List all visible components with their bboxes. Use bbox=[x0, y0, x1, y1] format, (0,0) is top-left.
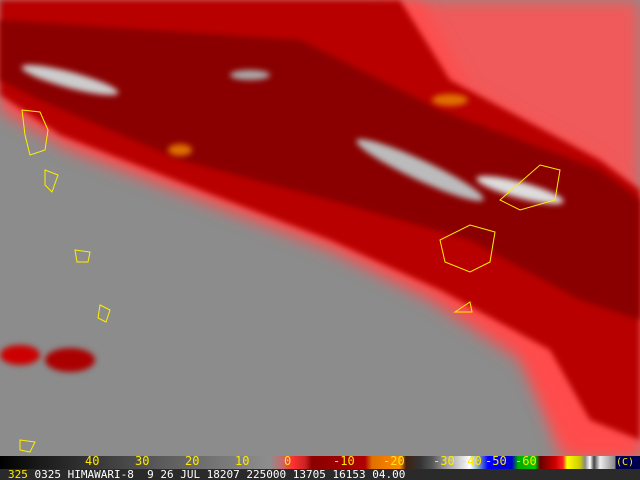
scale-tick: 10 bbox=[235, 454, 250, 468]
coastline-outlines bbox=[19, 109, 561, 453]
scale-tick: -10 bbox=[333, 454, 355, 468]
image-metadata: 0325 HIMAWARI-8 9 26 JUL 18207 225000 13… bbox=[34, 468, 406, 480]
cloud-band-dark bbox=[0, 20, 640, 320]
unit-label: (C) bbox=[615, 457, 634, 468]
image-info-bar: 325 0325 HIMAWARI-8 9 26 JUL 18207 22500… bbox=[0, 469, 640, 480]
scale-tick: -30 bbox=[433, 454, 455, 468]
scale-tick: 40 bbox=[85, 454, 100, 468]
scale-tick: -40 bbox=[460, 454, 482, 468]
cold-cloud-tops bbox=[0, 64, 564, 372]
scale-tick: 20 bbox=[185, 454, 200, 468]
scale-tick: 30 bbox=[135, 454, 150, 468]
scale-tick: -20 bbox=[383, 454, 405, 468]
temperature-color-scale: 40 30 20 10 0 -10 -20 -30 -40 -50 -60 (C… bbox=[0, 454, 640, 469]
satellite-ir-image bbox=[0, 0, 640, 456]
scale-tick: -50 bbox=[485, 454, 507, 468]
band-label: 325 bbox=[8, 468, 28, 480]
scale-tick: 0 bbox=[284, 454, 292, 468]
scale-tick: -60 bbox=[515, 454, 537, 468]
